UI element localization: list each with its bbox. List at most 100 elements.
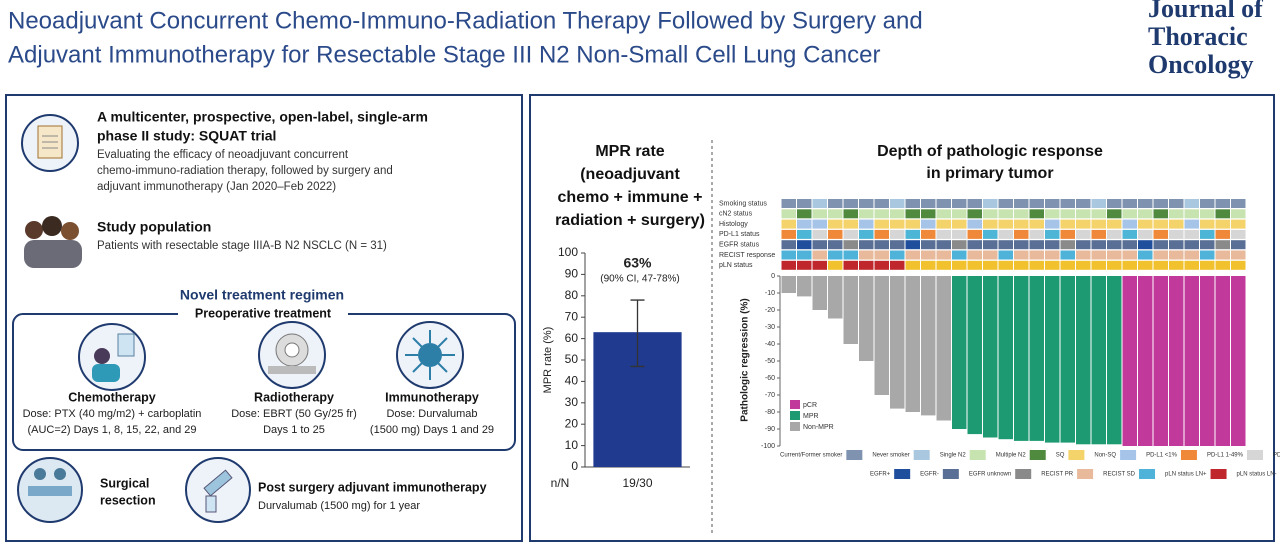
x-tick-label: 19/30 — [622, 476, 652, 490]
x-axis-label: n/N — [551, 476, 570, 490]
chart-title: (neoadjuvant — [580, 166, 680, 183]
legend-swatch — [1180, 450, 1197, 460]
track-label: Smoking status — [719, 200, 767, 207]
bar — [1138, 276, 1153, 446]
track-cell — [1029, 219, 1044, 229]
track-cell — [905, 229, 920, 239]
y-tick-label: 40 — [565, 374, 579, 388]
legend-swatch — [790, 422, 800, 431]
track-cell — [1184, 260, 1199, 270]
track-cell — [1045, 229, 1060, 239]
track-cell — [812, 219, 827, 229]
track-cell — [1014, 209, 1029, 219]
track-cell — [890, 209, 905, 219]
right-panel — [529, 94, 1275, 542]
legend-label: SQ — [1056, 453, 1065, 459]
track-cell — [843, 219, 858, 229]
track-cell — [874, 250, 889, 260]
track-cell — [1138, 250, 1153, 260]
track-cell — [890, 240, 905, 250]
legend-label: Non-MPR — [803, 424, 834, 431]
track-cell — [843, 260, 858, 270]
legend-label: RECIST PR — [1041, 472, 1074, 478]
track-cell — [1169, 199, 1184, 208]
track-label: EGFR status — [719, 242, 760, 249]
bar — [998, 276, 1013, 440]
track-cell — [921, 199, 936, 208]
legend-swatch — [1015, 469, 1032, 479]
bar — [1153, 276, 1168, 446]
track-cell — [983, 240, 998, 250]
track-cell — [1200, 240, 1215, 250]
chemo-icon — [78, 323, 146, 391]
track-cell — [1138, 240, 1153, 250]
y-tick-label: -80 — [765, 409, 775, 416]
track-cell — [1091, 209, 1106, 219]
track-cell — [952, 260, 967, 270]
track-cell — [1169, 240, 1184, 250]
bar — [1231, 276, 1246, 446]
y-tick-label: -40 — [765, 341, 775, 348]
track-cell — [1153, 209, 1168, 219]
track-cell — [1029, 229, 1044, 239]
track-cell — [874, 219, 889, 229]
track-cell — [905, 260, 920, 270]
track-cell — [983, 199, 998, 208]
track-cell — [1215, 219, 1230, 229]
study-icon — [21, 114, 79, 172]
track-cell — [1060, 219, 1075, 229]
track-cell — [859, 250, 874, 260]
track-cell — [998, 219, 1013, 229]
track-cell — [1122, 240, 1137, 250]
y-tick-label: -70 — [765, 392, 775, 399]
legend-label: Current/Former smoker — [780, 453, 842, 459]
track-cell — [1184, 250, 1199, 260]
y-tick-label: 0 — [571, 459, 578, 473]
track-cell — [1169, 219, 1184, 229]
track-cell — [921, 240, 936, 250]
track-cell — [1107, 240, 1122, 250]
label-bg — [178, 306, 348, 322]
track-cell — [1107, 260, 1122, 270]
track-cell — [1231, 209, 1246, 219]
track-cell — [936, 209, 951, 219]
bar — [1014, 276, 1029, 441]
legend-label: EGFR- — [920, 472, 939, 478]
track-cell — [1138, 209, 1153, 219]
track-cell — [1169, 229, 1184, 239]
track-cell — [967, 240, 982, 250]
track-cell — [1122, 209, 1137, 219]
legend-swatch — [1210, 469, 1227, 479]
track-cell — [843, 199, 858, 208]
track-cell — [1138, 199, 1153, 208]
track-cell — [1138, 229, 1153, 239]
chart-title: radiation + surgery) — [555, 212, 705, 229]
chart-title: chemo + immune + — [558, 189, 703, 206]
track-cell — [1045, 250, 1060, 260]
track-cell — [1200, 219, 1215, 229]
track-cell — [983, 229, 998, 239]
bar — [936, 276, 951, 421]
track-cell — [1014, 199, 1029, 208]
track-cell — [843, 240, 858, 250]
y-tick-label: -20 — [765, 307, 775, 314]
track-cell — [967, 250, 982, 260]
bar — [952, 276, 967, 429]
track-cell — [1076, 240, 1091, 250]
track-cell — [1076, 250, 1091, 260]
treatment-dose: Dose: EBRT (50 Gy/25 fr) — [231, 408, 357, 420]
track-cell — [859, 209, 874, 219]
track-cell — [1231, 250, 1246, 260]
track-cell — [781, 209, 796, 219]
track-cell — [781, 199, 796, 208]
track-label: RECIST response — [719, 252, 775, 259]
title-line: Adjuvant Immunotherapy for Resectable St… — [8, 41, 880, 68]
track-cell — [1169, 250, 1184, 260]
bar — [1076, 276, 1091, 445]
charts: MPR rate (neoadjuvant chemo + immune + radi… — [542, 143, 1280, 490]
track-cell — [1184, 199, 1199, 208]
treatment-dose: (AUC=2) Days 1, 8, 15, 22, and 29 — [27, 424, 196, 436]
track-cell — [967, 229, 982, 239]
track-cell — [1014, 240, 1029, 250]
